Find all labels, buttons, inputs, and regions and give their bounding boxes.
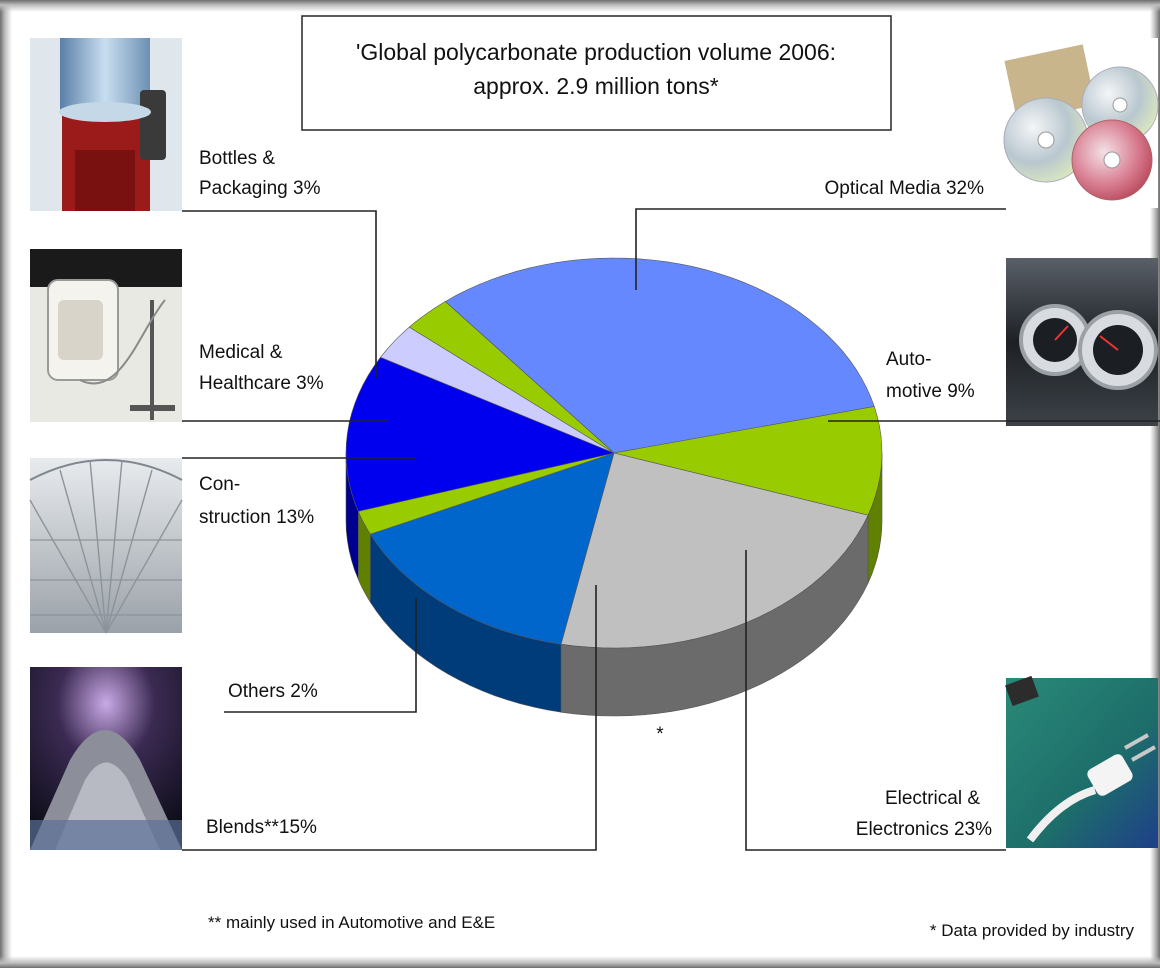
pie-slice-others [357, 452, 615, 535]
label-ee-line2: Electronics 23% [856, 819, 992, 840]
label-bottles-line1: Bottles & [199, 148, 275, 169]
leader-bottles [182, 210, 377, 378]
label-medical-line2: Healthcare 3% [199, 373, 324, 394]
leader-lines [182, 208, 1160, 851]
label-automotive-line2: motive 9% [886, 381, 975, 402]
label-medical-line1: Medical & [199, 342, 283, 363]
leader-ee [745, 550, 1006, 851]
pie-slice-construction [345, 356, 615, 512]
footnote-left: ** mainly used in Automotive and E&E [208, 913, 495, 932]
leader-blends [182, 585, 597, 851]
pie-slice-auto [613, 406, 883, 516]
medical-device-photo [30, 249, 182, 422]
leader-optical [635, 208, 1006, 290]
chart-title-line2: approx. 2.9 million tons* [473, 73, 719, 99]
label-bottles-line2: Packaging 3% [199, 178, 321, 199]
label-automotive-line1: Auto- [886, 349, 931, 370]
pie-slice-blends [369, 452, 615, 645]
label-others: Others 2% [228, 681, 318, 702]
frame-top [0, 0, 1160, 12]
chart-title-line1: 'Global polycarbonate production volume … [356, 39, 836, 65]
electrical-plug-photo [1005, 675, 1158, 848]
pie-slice-medical [380, 326, 615, 454]
label-optical: Optical Media 32% [825, 178, 985, 199]
pie-slice-bottles [408, 301, 615, 454]
label-construction-line1: Con- [199, 474, 240, 495]
pie-tops [345, 257, 883, 649]
title-box [301, 15, 892, 131]
glass-roof-construction-photo [29, 458, 183, 634]
label-construction-line2: struction 13% [199, 507, 314, 528]
pie-slice-ee [560, 452, 869, 649]
label-ee-line1: Electrical & [885, 788, 980, 809]
frame-bottom [0, 956, 1160, 968]
pie-slice-optical [444, 257, 875, 454]
optical-discs-photo [1003, 38, 1159, 208]
footnote-right: * Data provided by industry [930, 921, 1135, 940]
asterisk-mark: * [656, 724, 664, 745]
leader-others [224, 598, 417, 713]
car-dashboard-photo [1006, 258, 1158, 426]
label-blends: Blends**15% [206, 817, 317, 838]
polycarbonate-pellets-photo [30, 667, 182, 850]
water-bottle-dispenser-photo [30, 38, 182, 211]
